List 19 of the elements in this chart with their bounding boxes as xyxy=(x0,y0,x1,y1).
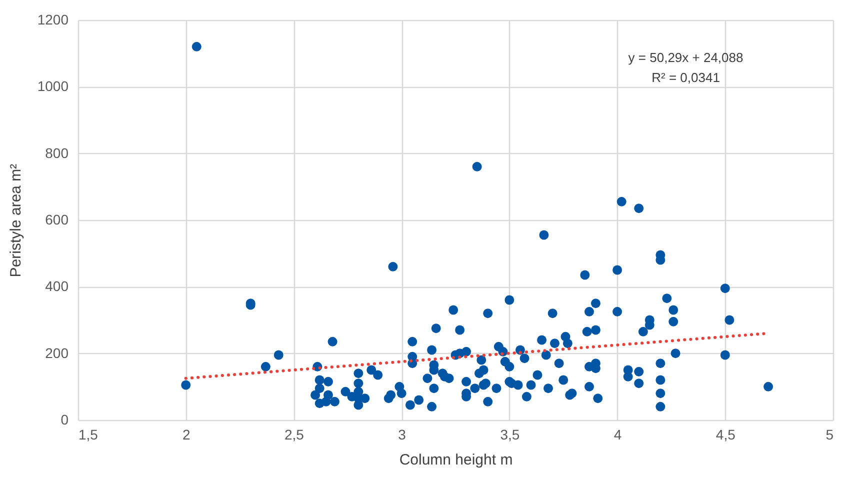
x-tick-label: 3,5 xyxy=(500,426,520,442)
annotation: R² = 0,0341 xyxy=(652,70,720,85)
x-axis-title: Column height m xyxy=(399,452,513,468)
y-tick-label: 800 xyxy=(45,144,69,161)
y-tick-label: 400 xyxy=(45,278,69,294)
y-axis-title: Peristyle area m² xyxy=(7,164,24,278)
x-tick-label: 4 xyxy=(614,426,622,442)
x-tick-label: 4,5 xyxy=(716,426,736,442)
x-tick-label: 5 xyxy=(826,426,834,442)
y-tick-label: 600 xyxy=(45,212,69,228)
y-tick-label: 1000 xyxy=(37,78,69,94)
x-tick-label: 1,5 xyxy=(78,426,98,442)
annotation: y = 50,29x + 24,088 xyxy=(628,50,744,65)
x-tick-label: 2 xyxy=(182,426,190,442)
y-tick-label: 200 xyxy=(45,344,69,361)
y-tick-label: 0 xyxy=(60,412,69,428)
x-tick-label: 2,5 xyxy=(284,426,304,442)
y-tick-label: 1200 xyxy=(37,12,69,28)
x-tick-label: 3 xyxy=(398,426,406,442)
